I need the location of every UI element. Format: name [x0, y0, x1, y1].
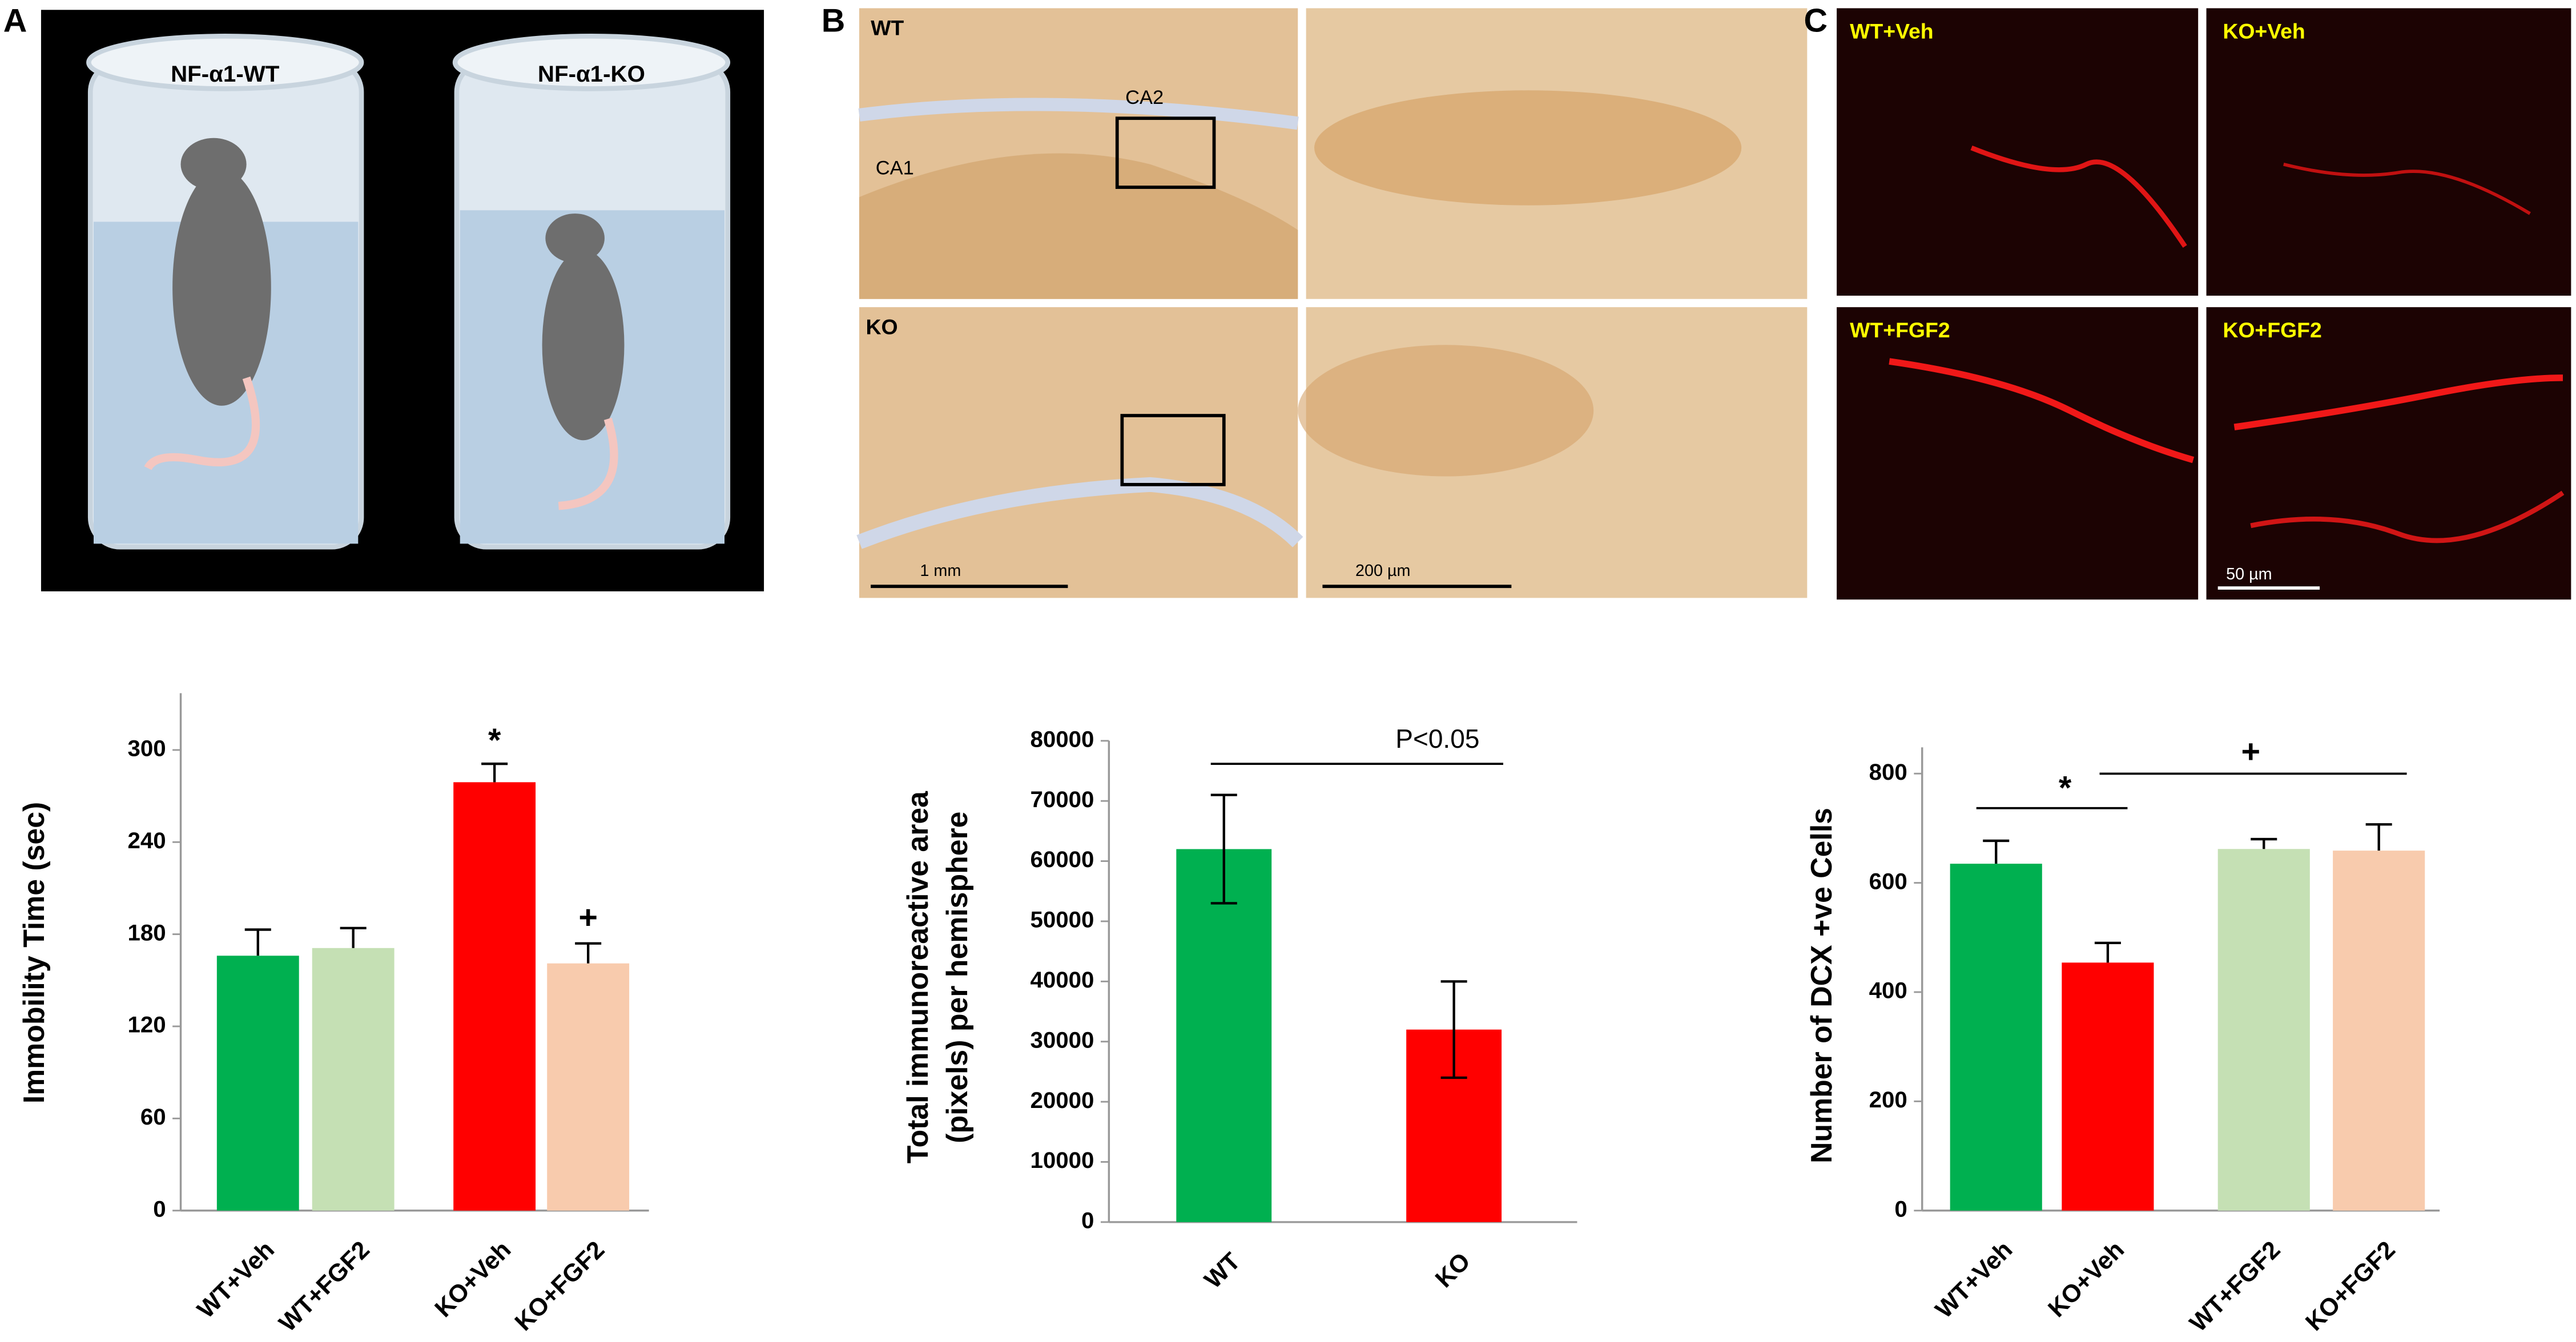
annotation: +	[578, 900, 598, 936]
cylinder-label: NF-α1-KO	[538, 61, 645, 87]
image-label: WT	[871, 16, 904, 40]
x-tick-label: KO+Veh	[2043, 1236, 2130, 1323]
y-axis-label: Total immunoreactive area	[901, 791, 934, 1163]
x-tick-label: KO+Veh	[429, 1236, 516, 1323]
scale-label: 1 mm	[920, 562, 961, 580]
y-tick-label: 300	[127, 736, 166, 761]
x-tick-label: WT+Veh	[192, 1236, 279, 1323]
annotation: P<0.05	[1395, 724, 1479, 753]
annotation: +	[2241, 734, 2260, 770]
y-tick-label: 20000	[1030, 1087, 1094, 1113]
y-tick-label: 180	[127, 920, 166, 945]
cylinder-label: NF-α1-WT	[171, 61, 280, 87]
x-tick-label: KO+FGF2	[2300, 1236, 2401, 1336]
y-tick-label: 60	[140, 1104, 166, 1130]
y-tick-label: 40000	[1030, 967, 1094, 993]
x-tick-label: WT	[1200, 1247, 1246, 1293]
y-tick-label: 50000	[1030, 907, 1094, 933]
y-tick-label: 0	[1081, 1208, 1094, 1234]
y-tick-label: 120	[127, 1012, 166, 1038]
bar	[312, 948, 395, 1211]
image-label: KO	[866, 315, 897, 338]
y-tick-label: 30000	[1030, 1027, 1094, 1053]
y-tick-label: 600	[1869, 868, 1907, 894]
y-tick-label: 80000	[1030, 726, 1094, 752]
x-tick-label: WT+FGF2	[274, 1236, 375, 1337]
y-axis-label: Immobility Time (sec)	[17, 802, 50, 1104]
bar	[2217, 849, 2310, 1211]
bar	[216, 956, 299, 1211]
bar	[453, 782, 536, 1211]
y-tick-label: 0	[153, 1196, 166, 1222]
image-label: KO+Veh	[2223, 19, 2305, 43]
x-tick-label: WT+Veh	[1930, 1236, 2018, 1323]
region-label: CA1	[876, 158, 914, 179]
y-tick-label: 400	[1869, 978, 1907, 1004]
micrographs-c	[1837, 8, 2571, 600]
panel-letter: A	[3, 3, 27, 39]
scale-label: 50 µm	[2226, 565, 2272, 583]
x-tick-label: WT+FGF2	[2184, 1236, 2285, 1337]
panel-letter: C	[1804, 3, 1828, 39]
y-tick-label: 10000	[1030, 1147, 1094, 1173]
bar	[1176, 849, 1272, 1222]
panel-letter: B	[822, 3, 846, 39]
bar	[547, 963, 630, 1211]
x-tick-label: KO	[1430, 1247, 1476, 1293]
y-tick-label: 200	[1869, 1087, 1907, 1113]
y-axis-label: (pixels) per hemisphere	[940, 812, 973, 1143]
image-label: WT+FGF2	[1850, 318, 1950, 342]
scale-label: 200 µm	[1355, 562, 1411, 580]
bar	[2062, 962, 2154, 1211]
y-axis-label: Number of DCX +ve Cells	[1805, 808, 1838, 1163]
annotation: *	[488, 722, 501, 759]
illustration-a	[41, 10, 764, 591]
region-label: CA2	[1125, 87, 1164, 108]
image-label: WT+Veh	[1850, 19, 1933, 43]
bar	[2333, 851, 2425, 1211]
image-label: KO+FGF2	[2223, 318, 2321, 342]
y-tick-label: 0	[1894, 1196, 1907, 1222]
y-tick-label: 60000	[1030, 847, 1094, 872]
y-tick-label: 240	[127, 828, 166, 853]
x-tick-label: KO+FGF2	[510, 1236, 610, 1336]
annotation: *	[2059, 769, 2072, 806]
y-tick-label: 70000	[1030, 787, 1094, 812]
bar	[1950, 864, 2042, 1211]
y-tick-label: 800	[1869, 759, 1907, 785]
micrographs-b	[856, 8, 1808, 598]
